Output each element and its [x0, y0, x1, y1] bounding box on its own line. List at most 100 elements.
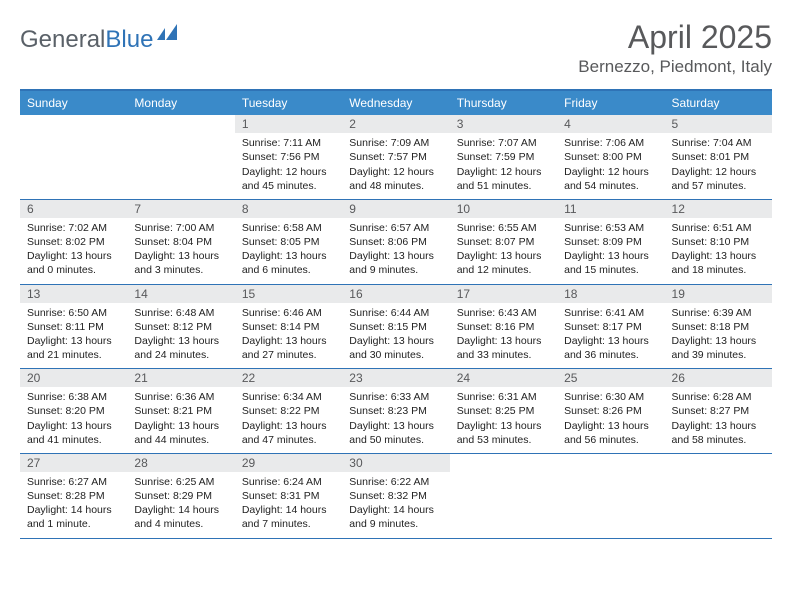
- day-details: Sunrise: 7:06 AMSunset: 8:00 PMDaylight:…: [557, 136, 664, 193]
- sunrise-line: Sunrise: 6:30 AM: [564, 390, 658, 404]
- sunset-line: Sunset: 8:07 PM: [457, 235, 551, 249]
- day-cell: 21Sunrise: 6:36 AMSunset: 8:21 PMDayligh…: [127, 369, 234, 453]
- sunset-line: Sunset: 8:10 PM: [672, 235, 766, 249]
- weekday-header: Saturday: [665, 91, 772, 115]
- sunrise-line: Sunrise: 6:24 AM: [242, 475, 336, 489]
- daylight-line: Daylight: 13 hours and 0 minutes.: [27, 249, 121, 277]
- day-cell: 4 Sunrise: 7:06 AMSunset: 8:00 PMDaylight…: [557, 115, 664, 199]
- day-cell: 8Sunrise: 6:58 AMSunset: 8:05 PMDaylight…: [235, 200, 342, 284]
- day-details: Sunrise: 6:57 AMSunset: 8:06 PMDaylight:…: [342, 221, 449, 278]
- day-details: Sunrise: 6:34 AMSunset: 8:22 PMDaylight:…: [235, 390, 342, 447]
- day-cell: 19Sunrise: 6:39 AMSunset: 8:18 PMDayligh…: [665, 285, 772, 369]
- sunrise-line: Sunrise: 6:55 AM: [457, 221, 551, 235]
- sunset-line: Sunset: 8:20 PM: [27, 404, 121, 418]
- sunset-line: Sunset: 8:21 PM: [134, 404, 228, 418]
- day-number: 1: [235, 115, 342, 133]
- sunset-line: Sunset: 8:14 PM: [242, 320, 336, 334]
- day-cell: 15Sunrise: 6:46 AMSunset: 8:14 PMDayligh…: [235, 285, 342, 369]
- day-number: 21: [127, 369, 234, 387]
- weekday-header: Monday: [127, 91, 234, 115]
- day-cell: 25Sunrise: 6:30 AMSunset: 8:26 PMDayligh…: [557, 369, 664, 453]
- daylight-line: Daylight: 13 hours and 12 minutes.: [457, 249, 551, 277]
- day-number: 24: [450, 369, 557, 387]
- sunset-line: Sunset: 7:56 PM: [242, 150, 336, 164]
- daylight-line: Daylight: 13 hours and 18 minutes.: [672, 249, 766, 277]
- sunset-line: Sunset: 8:25 PM: [457, 404, 551, 418]
- day-details: Sunrise: 6:24 AMSunset: 8:31 PMDaylight:…: [235, 475, 342, 532]
- sunset-line: Sunset: 8:31 PM: [242, 489, 336, 503]
- sunrise-line: Sunrise: 6:51 AM: [672, 221, 766, 235]
- day-cell: [127, 115, 234, 199]
- day-details: Sunrise: 6:55 AMSunset: 8:07 PMDaylight:…: [450, 221, 557, 278]
- day-cell: 3 Sunrise: 7:07 AMSunset: 7:59 PMDaylight…: [450, 115, 557, 199]
- sunset-line: Sunset: 8:27 PM: [672, 404, 766, 418]
- sunrise-line: Sunrise: 6:57 AM: [349, 221, 443, 235]
- sunrise-line: Sunrise: 6:27 AM: [27, 475, 121, 489]
- daylight-line: Daylight: 13 hours and 6 minutes.: [242, 249, 336, 277]
- sunrise-line: Sunrise: 6:53 AM: [564, 221, 658, 235]
- day-number: 9: [342, 200, 449, 218]
- day-cell: 9 Sunrise: 6:57 AMSunset: 8:06 PMDaylight…: [342, 200, 449, 284]
- day-number: 19: [665, 285, 772, 303]
- day-cell: [450, 454, 557, 538]
- day-details: Sunrise: 6:43 AMSunset: 8:16 PMDaylight:…: [450, 306, 557, 363]
- daylight-line: Daylight: 13 hours and 50 minutes.: [349, 419, 443, 447]
- sunset-line: Sunset: 8:11 PM: [27, 320, 121, 334]
- day-details: Sunrise: 6:58 AMSunset: 8:05 PMDaylight:…: [235, 221, 342, 278]
- daylight-line: Daylight: 13 hours and 3 minutes.: [134, 249, 228, 277]
- daylight-line: Daylight: 13 hours and 27 minutes.: [242, 334, 336, 362]
- day-cell: 30Sunrise: 6:22 AMSunset: 8:32 PMDayligh…: [342, 454, 449, 538]
- sunrise-line: Sunrise: 6:39 AM: [672, 306, 766, 320]
- brand-part1: General: [20, 26, 105, 54]
- sunset-line: Sunset: 8:15 PM: [349, 320, 443, 334]
- sunset-line: Sunset: 8:01 PM: [672, 150, 766, 164]
- sunset-line: Sunset: 8:32 PM: [349, 489, 443, 503]
- day-number: 7: [127, 200, 234, 218]
- day-number: 12: [665, 200, 772, 218]
- sunrise-line: Sunrise: 7:04 AM: [672, 136, 766, 150]
- location-text: Bernezzo, Piedmont, Italy: [578, 57, 772, 77]
- sunset-line: Sunset: 7:59 PM: [457, 150, 551, 164]
- day-cell: [20, 115, 127, 199]
- sunrise-line: Sunrise: 7:00 AM: [134, 221, 228, 235]
- day-cell: [665, 454, 772, 538]
- day-number: 30: [342, 454, 449, 472]
- sunset-line: Sunset: 8:06 PM: [349, 235, 443, 249]
- day-number: 27: [20, 454, 127, 472]
- day-cell: 6Sunrise: 7:02 AMSunset: 8:02 PMDaylight…: [20, 200, 127, 284]
- day-cell: 17Sunrise: 6:43 AMSunset: 8:16 PMDayligh…: [450, 285, 557, 369]
- day-number: 4: [557, 115, 664, 133]
- sunrise-line: Sunrise: 6:22 AM: [349, 475, 443, 489]
- day-number: 25: [557, 369, 664, 387]
- day-number: 10: [450, 200, 557, 218]
- day-cell: 2Sunrise: 7:09 AMSunset: 7:57 PMDaylight…: [342, 115, 449, 199]
- daylight-line: Daylight: 13 hours and 15 minutes.: [564, 249, 658, 277]
- day-number: 3: [450, 115, 557, 133]
- day-number: 20: [20, 369, 127, 387]
- day-cell: [557, 454, 664, 538]
- day-details: Sunrise: 7:02 AMSunset: 8:02 PMDaylight:…: [20, 221, 127, 278]
- day-cell: 11Sunrise: 6:53 AMSunset: 8:09 PMDayligh…: [557, 200, 664, 284]
- sunset-line: Sunset: 8:05 PM: [242, 235, 336, 249]
- sunrise-line: Sunrise: 7:11 AM: [242, 136, 336, 150]
- daylight-line: Daylight: 12 hours and 54 minutes.: [564, 165, 658, 193]
- day-cell: 16Sunrise: 6:44 AMSunset: 8:15 PMDayligh…: [342, 285, 449, 369]
- sunrise-line: Sunrise: 7:07 AM: [457, 136, 551, 150]
- daylight-line: Daylight: 13 hours and 24 minutes.: [134, 334, 228, 362]
- day-details: Sunrise: 7:04 AMSunset: 8:01 PMDaylight:…: [665, 136, 772, 193]
- sunrise-line: Sunrise: 6:50 AM: [27, 306, 121, 320]
- day-cell: 18Sunrise: 6:41 AMSunset: 8:17 PMDayligh…: [557, 285, 664, 369]
- sunset-line: Sunset: 8:09 PM: [564, 235, 658, 249]
- daylight-line: Daylight: 12 hours and 51 minutes.: [457, 165, 551, 193]
- day-details: Sunrise: 7:11 AMSunset: 7:56 PMDaylight:…: [235, 136, 342, 193]
- day-cell: 27Sunrise: 6:27 AMSunset: 8:28 PMDayligh…: [20, 454, 127, 538]
- sunset-line: Sunset: 8:18 PM: [672, 320, 766, 334]
- day-cell: 14Sunrise: 6:48 AMSunset: 8:12 PMDayligh…: [127, 285, 234, 369]
- day-details: Sunrise: 6:25 AMSunset: 8:29 PMDaylight:…: [127, 475, 234, 532]
- daylight-line: Daylight: 13 hours and 58 minutes.: [672, 419, 766, 447]
- month-title: April 2025: [578, 20, 772, 55]
- day-cell: 28Sunrise: 6:25 AMSunset: 8:29 PMDayligh…: [127, 454, 234, 538]
- day-cell: 13Sunrise: 6:50 AMSunset: 8:11 PMDayligh…: [20, 285, 127, 369]
- sunrise-line: Sunrise: 6:34 AM: [242, 390, 336, 404]
- day-details: Sunrise: 6:46 AMSunset: 8:14 PMDaylight:…: [235, 306, 342, 363]
